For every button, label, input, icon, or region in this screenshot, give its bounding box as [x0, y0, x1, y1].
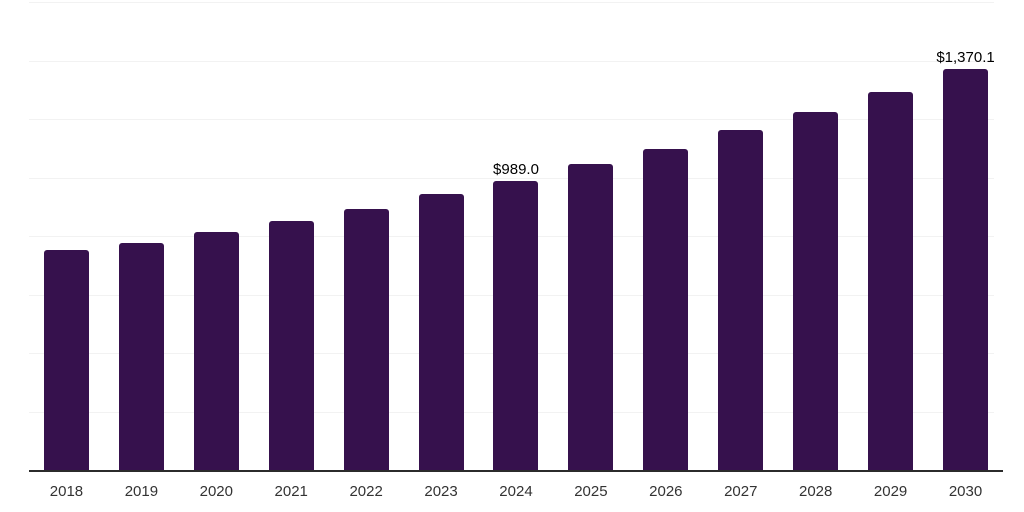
bar-2019 [118, 243, 164, 470]
bar-column-2022 [329, 2, 404, 470]
bar-2022 [343, 208, 389, 470]
bar-2026 [643, 148, 689, 470]
bar-column-2028 [778, 2, 853, 470]
x-axis-labels: 2018 2019 2020 2021 2022 2023 2024 2025 2026 2027… [29, 483, 1003, 501]
bar-column-2018 [29, 2, 104, 470]
bar-column-2024: $989.0 [479, 2, 554, 470]
bar-column-2023 [404, 2, 479, 470]
bar-2018 [43, 250, 89, 470]
bar-column-2025 [553, 2, 628, 470]
x-tick-label-2029: 2029 [873, 483, 908, 500]
bar-2029 [868, 91, 914, 470]
bar-2021 [268, 220, 314, 470]
x-tick-label-2030: 2030 [948, 483, 983, 500]
x-tick-label-2024: 2024 [499, 483, 533, 500]
x-tick-label-2027: 2027 [724, 483, 758, 500]
bar-column-2021 [254, 2, 329, 470]
bars-container: $989.0 $1,370.1 [29, 2, 1003, 470]
gridline-1400 [29, 60, 994, 62]
x-tick-label-2025: 2025 [574, 483, 608, 500]
x-tick-label-2022: 2022 [349, 483, 383, 500]
bar-2030 [943, 69, 989, 470]
bar-column-2020 [179, 2, 254, 470]
bar-column-2030: $1,370.1 [928, 2, 1003, 470]
x-tick-label-2020: 2020 [199, 483, 233, 500]
data-label-2024: $989.0 [493, 160, 539, 178]
x-tick-label-2026: 2026 [649, 483, 683, 500]
x-tick-label-2019: 2019 [124, 483, 159, 500]
bar-2027 [718, 130, 764, 470]
bar-2028 [793, 111, 839, 470]
gridline-1000 [29, 177, 994, 179]
bar-2024 [493, 180, 539, 470]
plot-area: $989.0 $1,370.1 [29, 2, 1003, 472]
data-label-2030: $1,370.1 [936, 49, 995, 67]
bar-2025 [568, 163, 614, 470]
x-tick-label-2028: 2028 [798, 483, 833, 500]
gridline-1600 [29, 2, 994, 3]
bar-column-2029 [853, 2, 928, 470]
bar-2023 [418, 193, 464, 470]
bar-column-2019 [104, 2, 179, 470]
bar-column-2026 [628, 2, 703, 470]
x-tick-label-2023: 2023 [424, 483, 458, 500]
gridline-1200 [29, 119, 994, 120]
x-tick-label-2018: 2018 [49, 483, 84, 500]
bar-column-2027 [703, 2, 778, 470]
x-tick-label-2021: 2021 [274, 483, 308, 500]
bar-2020 [193, 232, 239, 470]
